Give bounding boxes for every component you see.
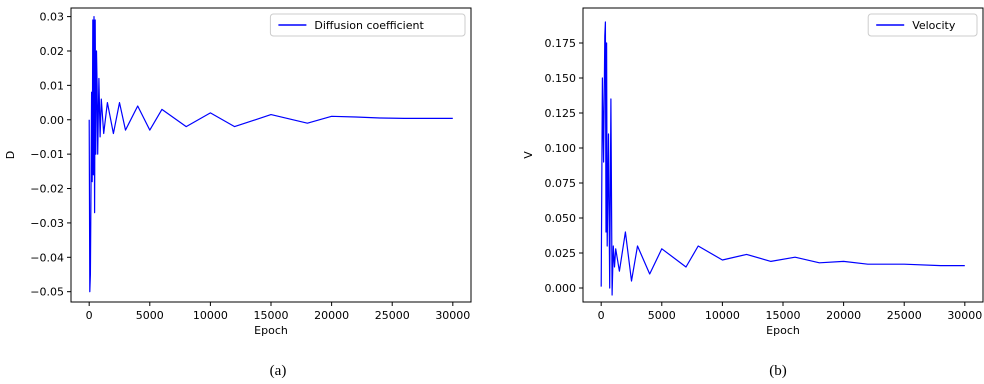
y-tick-label: 0.125	[545, 107, 577, 120]
y-tick-label: −0.05	[30, 286, 64, 299]
y-tick-label: 0.025	[545, 247, 577, 260]
legend-label: Velocity	[912, 19, 956, 32]
y-tick-label: 0.050	[545, 212, 577, 225]
y-tick-label: 0.03	[40, 11, 65, 24]
legend-label: Diffusion coefficient	[314, 19, 424, 32]
x-tick-label: 5000	[648, 309, 676, 322]
x-tick-label: 10000	[705, 309, 740, 322]
legend-box	[867, 13, 978, 37]
y-tick-label: 0.00	[40, 114, 65, 127]
x-axis-label: Epoch	[766, 324, 800, 337]
y-tick-label: −0.03	[30, 217, 64, 230]
x-tick-label: 30000	[435, 309, 470, 322]
y-tick-label: −0.04	[30, 251, 64, 264]
x-tick-label: 0	[598, 309, 605, 322]
x-axis-label: Epoch	[254, 324, 288, 337]
x-tick-label: 20000	[314, 309, 349, 322]
y-tick-label: 0.100	[545, 142, 577, 155]
x-tick-label: 5000	[136, 309, 164, 322]
y-tick-label: 0.150	[545, 72, 577, 85]
y-axis-label: D	[4, 151, 17, 159]
chart-b: 0 5000 10000 15000 20000 25000 30000 0.000 0.025…	[522, 7, 984, 337]
x-tick-label: 15000	[766, 309, 801, 322]
x-tick-label: 20000	[826, 309, 861, 322]
y-tick-label: 0.175	[545, 37, 577, 50]
legend-box	[269, 13, 466, 37]
caption-a: (a)	[270, 363, 287, 379]
chart-a: 0 5000 10000 15000 20000 25000 30000 −0.05 −0.04…	[4, 7, 472, 337]
x-tick-label: 10000	[193, 309, 228, 322]
y-tick-label: 0.075	[545, 177, 577, 190]
x-tick-label: 25000	[375, 309, 410, 322]
y-tick-label: 0.02	[40, 45, 65, 58]
y-axis-label: V	[522, 151, 535, 159]
y-tick-label: 0.01	[40, 79, 65, 92]
plot-frame	[70, 7, 472, 303]
y-tick-label: 0.000	[545, 282, 577, 295]
x-tick-label: 30000	[947, 309, 982, 322]
series-line	[88, 16, 453, 293]
caption-b: (b)	[769, 363, 787, 379]
y-tick-label: −0.02	[30, 183, 64, 196]
series-line	[600, 21, 965, 296]
y-tick-label: −0.01	[30, 148, 64, 161]
x-tick-label: 25000	[887, 309, 922, 322]
x-tick-label: 0	[86, 309, 93, 322]
x-tick-label: 15000	[254, 309, 289, 322]
